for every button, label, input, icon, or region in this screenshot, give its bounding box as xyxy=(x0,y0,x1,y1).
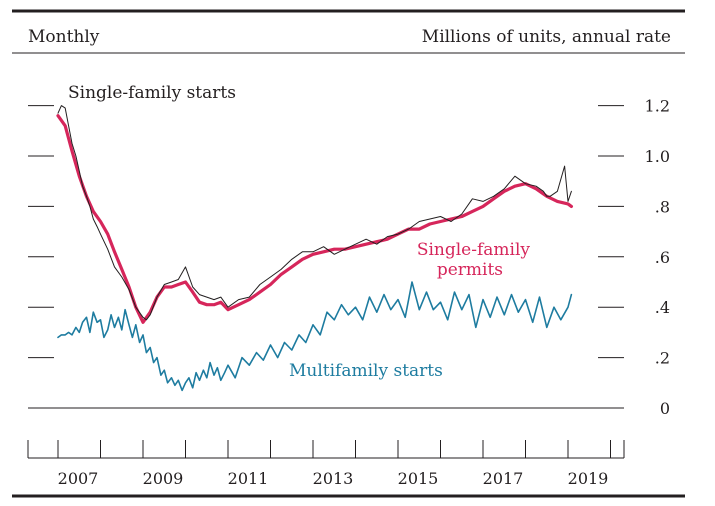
x-tick-label: 2013 xyxy=(313,469,354,488)
y-tick-label: .6 xyxy=(655,248,670,267)
y-tick-label: .8 xyxy=(655,197,670,216)
y-tick-label: 1.2 xyxy=(645,97,670,116)
units-label: Millions of units, annual rate xyxy=(422,27,671,47)
x-tick-label: 2011 xyxy=(228,469,269,488)
series-line-single-family-permits xyxy=(56,114,574,324)
x-ticks xyxy=(27,440,625,458)
series-label-multifamily-starts: Multifamily starts xyxy=(289,361,443,381)
series-line-single-family-starts xyxy=(57,105,572,321)
y-tick-label: 1.0 xyxy=(645,147,670,166)
x-tick-label: 2017 xyxy=(483,469,524,488)
x-tick-labels: 2007 2009 2011 2013 2015 2017 2019 xyxy=(58,469,609,488)
y-ticks-left xyxy=(28,105,54,359)
y-tick-label: .4 xyxy=(655,298,670,317)
x-tick-label: 2009 xyxy=(143,469,184,488)
y-tick-label: 0 xyxy=(660,399,670,418)
series-label-single-family-starts: Single-family starts xyxy=(68,83,236,103)
frequency-label: Monthly xyxy=(28,27,100,47)
x-tick-label: 2019 xyxy=(568,469,609,488)
x-tick-label: 2015 xyxy=(398,469,439,488)
series-lines xyxy=(56,105,574,392)
series-line-multifamily-starts xyxy=(57,281,573,392)
y-ticks-right xyxy=(598,105,624,359)
y-tick-label: .2 xyxy=(655,349,670,368)
y-tick-labels: 0 .2 .4 .6 .8 1.0 1.2 xyxy=(645,97,670,418)
x-tick-label: 2007 xyxy=(58,469,99,488)
series-label-single-family-permits: Single-family permits xyxy=(417,240,531,280)
